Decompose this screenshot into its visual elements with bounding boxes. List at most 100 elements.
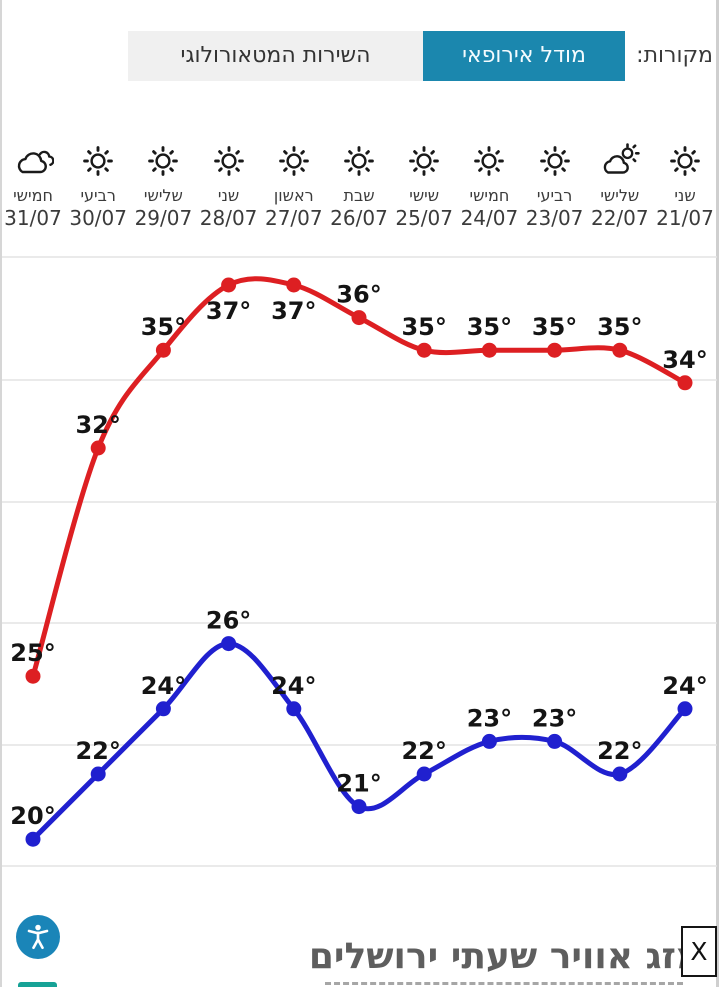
min-value-label: 20° — [10, 802, 55, 830]
min-value-label: 24° — [141, 672, 186, 700]
max-line — [30, 276, 688, 679]
max-value-label: 35° — [401, 313, 446, 341]
max-value-label: 32° — [75, 411, 120, 439]
max-value-label: 34° — [662, 346, 707, 374]
min-value-label: 22° — [75, 737, 120, 765]
day-column-25-07: שישי 25/07 — [391, 140, 457, 230]
max-value-label: 35° — [532, 313, 577, 341]
min-value-label: 23° — [467, 704, 512, 732]
min-value-label: 21° — [336, 770, 381, 798]
weekday-label: שלישי — [600, 186, 640, 205]
day-column-30-07: רביעי 30/07 — [65, 140, 131, 230]
max-point — [351, 310, 367, 326]
weekday-label: שני — [674, 186, 696, 205]
date-label: 22/07 — [590, 206, 649, 230]
min-line — [30, 641, 688, 842]
day-column-26-07: שבת 26/07 — [326, 140, 392, 230]
date-label: 27/07 — [264, 206, 323, 230]
date-label: 25/07 — [395, 206, 453, 230]
max-point — [547, 342, 563, 358]
day-column-24-07: חמישי 24/07 — [456, 140, 522, 230]
max-point — [677, 375, 693, 391]
max-value-label: 37° — [271, 297, 316, 325]
max-value-label: 35° — [141, 313, 186, 341]
weekday-label: שני — [217, 186, 240, 205]
min-point — [155, 701, 171, 717]
max-value-label: 25° — [10, 639, 55, 667]
min-value-label: 24° — [271, 672, 316, 700]
sunny-icon — [196, 140, 262, 182]
day-column-28-07: שני 28/07 — [196, 140, 262, 230]
max-point — [155, 342, 171, 358]
sunny-icon — [522, 140, 588, 182]
min-value-label: 22° — [597, 737, 642, 765]
max-value-label: 35° — [467, 313, 512, 341]
min-point — [25, 831, 41, 847]
sunny-icon — [652, 140, 718, 182]
day-column-31-07: חמישי 31/07 — [0, 140, 66, 230]
weekday-label: רביעי — [536, 186, 573, 205]
sunny-icon — [456, 140, 522, 182]
max-value-label: 36° — [336, 281, 381, 309]
weekday-label: שבת — [343, 186, 375, 205]
close-button[interactable]: X — [681, 926, 717, 977]
day-column-22-07: שלישי 22/07 — [587, 140, 653, 230]
sunny-icon — [326, 140, 392, 182]
date-label: 28/07 — [199, 206, 258, 230]
page-title: מזג אוויר שעתי ירושלים — [308, 936, 702, 977]
min-point — [351, 799, 367, 815]
widget-right-border — [716, 0, 719, 987]
max-point — [416, 342, 432, 358]
min-point — [416, 766, 432, 782]
weekday-label: רביעי — [80, 186, 116, 205]
tab-meteorological-service[interactable]: השירות המטאורולוגי — [128, 31, 423, 81]
max-point — [286, 277, 302, 293]
date-label: 26/07 — [330, 206, 388, 230]
max-point — [481, 342, 497, 358]
date-label: 30/07 — [69, 206, 127, 230]
cloudy-icon — [0, 140, 66, 182]
max-point — [90, 440, 106, 456]
max-value-label: 37° — [206, 297, 251, 325]
min-value-label: 26° — [206, 607, 251, 635]
max-point — [221, 277, 237, 293]
sources-label: מקורות: — [636, 43, 713, 68]
min-value-label: 22° — [401, 737, 446, 765]
min-value-label: 23° — [532, 704, 577, 732]
min-point — [612, 766, 628, 782]
date-label: 23/07 — [525, 206, 584, 230]
date-label: 21/07 — [656, 206, 714, 230]
accessibility-person-icon — [27, 924, 49, 950]
tab-european-model[interactable]: מודל אירופאי — [423, 31, 625, 81]
day-column-27-07: ראשון 27/07 — [261, 140, 327, 230]
min-point — [481, 733, 497, 749]
partly-cloudy-icon — [587, 140, 653, 182]
date-label: 29/07 — [134, 206, 193, 230]
max-value-label: 35° — [597, 313, 642, 341]
min-point — [286, 701, 302, 717]
day-column-23-07: רביעי 23/07 — [522, 140, 588, 230]
weekday-label: ראשון — [273, 186, 314, 205]
dashed-divider — [325, 982, 683, 985]
sunny-icon — [391, 140, 457, 182]
date-label: 24/07 — [460, 206, 519, 230]
min-point — [90, 766, 106, 782]
bottom-peeking-element — [18, 982, 57, 987]
max-point — [612, 342, 628, 358]
sunny-icon — [130, 140, 196, 182]
widget-left-border — [0, 0, 2, 987]
accessibility-button[interactable] — [16, 915, 60, 959]
min-value-label: 24° — [662, 672, 707, 700]
min-point — [221, 636, 237, 652]
weekday-label: שישי — [409, 186, 440, 205]
sunny-icon — [65, 140, 131, 182]
date-label: 31/07 — [4, 206, 62, 230]
weekday-label: שלישי — [143, 186, 183, 205]
weekday-label: חמישי — [13, 186, 53, 205]
sunny-icon — [261, 140, 327, 182]
min-point — [677, 701, 693, 717]
day-column-29-07: שלישי 29/07 — [130, 140, 196, 230]
max-point — [25, 668, 41, 684]
